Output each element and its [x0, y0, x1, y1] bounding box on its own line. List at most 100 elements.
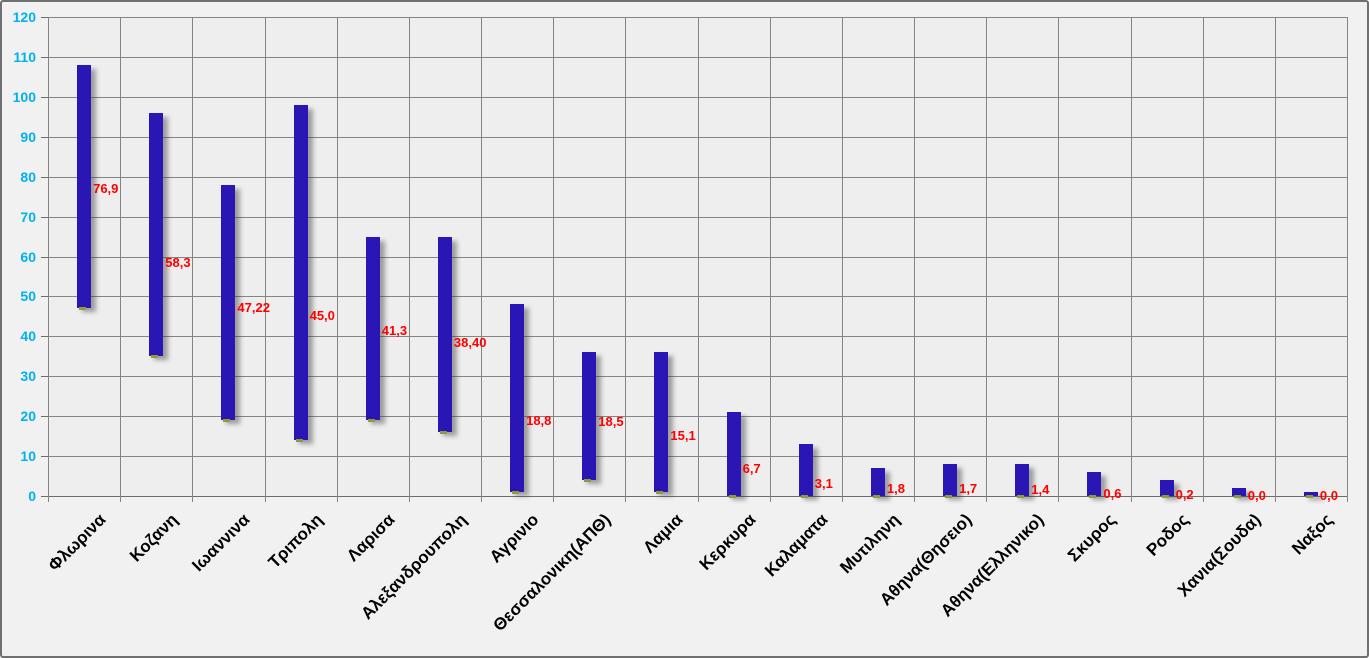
y-tick-label: 100: [12, 88, 36, 105]
min-marker: [945, 495, 953, 498]
y-tick-label: 20: [20, 408, 36, 425]
value-label: 0,0: [1247, 488, 1266, 503]
x-gridline: [408, 17, 410, 502]
value-label: 6,7: [742, 461, 761, 477]
value-label: 47,22: [237, 299, 270, 315]
range-bar: [77, 64, 92, 309]
x-gridline: [481, 17, 482, 502]
y-tick-label: 70: [20, 208, 36, 225]
value-label: 38,40: [453, 334, 487, 350]
value-label: 1,8: [886, 480, 905, 496]
value-label: 0,2: [1175, 487, 1194, 503]
min-marker: [800, 495, 808, 498]
y-tick-mark: [41, 216, 48, 218]
category-label: Ιωαννινα: [188, 510, 254, 576]
x-gridline: [1202, 17, 1204, 502]
value-label: 1,4: [1031, 482, 1050, 498]
category-label: Φλωρινα: [44, 510, 110, 575]
range-bar: [1015, 464, 1030, 496]
y-tick-mark: [41, 256, 48, 258]
min-marker: [295, 439, 303, 443]
value-label: 41,3: [381, 323, 408, 339]
range-bar: [1231, 488, 1246, 496]
x-gridline: [1347, 17, 1348, 502]
min-marker: [656, 491, 664, 494]
min-marker: [584, 479, 592, 482]
range-bar: [1159, 480, 1174, 496]
x-gridline: [914, 17, 915, 502]
category-label: Λαμια: [639, 510, 687, 557]
y-tick-label: 0: [28, 488, 36, 504]
range-bar: [654, 352, 669, 492]
x-gridline: [120, 17, 122, 502]
x-gridline: [336, 17, 338, 502]
category-label: Λαρισα: [342, 510, 399, 566]
value-label: 0,0: [1319, 488, 1338, 503]
value-label: 45,0: [309, 308, 335, 324]
min-marker: [728, 495, 736, 498]
min-marker: [367, 419, 375, 423]
value-label: 15,1: [670, 427, 696, 443]
y-tick-mark: [41, 96, 48, 98]
y-tick-label: 60: [20, 248, 36, 265]
y-tick-label: 40: [20, 328, 36, 345]
value-label: 0,6: [1103, 485, 1122, 501]
y-tick-label: 80: [20, 168, 36, 185]
y-tick-mark: [41, 496, 48, 497]
range-bar: [510, 304, 525, 492]
min-marker: [1305, 495, 1313, 498]
range-bar: [293, 104, 308, 441]
range-bar: [1303, 492, 1318, 496]
value-label: 58,3: [165, 255, 191, 271]
min-marker: [1089, 495, 1097, 498]
y-tick-mark: [41, 376, 48, 378]
min-marker: [79, 307, 87, 311]
y-tick-label: 110: [13, 48, 36, 65]
x-gridline: [553, 17, 555, 502]
y-tick-mark: [41, 336, 48, 338]
y-tick-mark: [41, 56, 48, 58]
y-tick-mark: [41, 296, 48, 298]
category-label: Ναξος: [1288, 510, 1337, 559]
y-tick-label: 120: [12, 9, 36, 25]
min-marker: [512, 491, 520, 494]
min-marker: [872, 495, 880, 498]
range-bar: [798, 444, 813, 496]
range-bar: [943, 464, 958, 496]
value-label: 3,1: [814, 475, 833, 491]
min-marker: [151, 355, 159, 359]
min-marker: [223, 419, 231, 423]
category-label: Κερκυρα: [695, 510, 760, 574]
y-tick-label: 90: [20, 128, 36, 145]
range-bar: [149, 112, 164, 357]
y-tick-label: 10: [20, 448, 36, 465]
x-gridline: [625, 17, 627, 502]
category-label: Καλαματα: [760, 510, 832, 581]
y-tick-mark: [41, 416, 48, 418]
y-tick-label: 30: [20, 368, 36, 385]
range-bar: [582, 352, 597, 480]
range-bar: [437, 236, 452, 433]
min-marker: [1233, 495, 1241, 498]
x-gridline: [697, 17, 699, 502]
min-marker: [1017, 495, 1025, 498]
category-label: Ροδος: [1142, 510, 1193, 560]
y-tick-mark: [41, 176, 48, 178]
category-label: Αγρινιο: [486, 510, 543, 567]
y-tick-mark: [41, 17, 48, 18]
value-label: 18,5: [598, 414, 624, 430]
range-bar: [221, 184, 236, 421]
category-label: Μυτιληνη: [836, 510, 904, 578]
x-gridline: [1274, 17, 1276, 502]
value-label: 1,7: [959, 481, 978, 497]
x-gridline: [264, 17, 266, 502]
range-bar: [726, 412, 741, 496]
x-gridline: [1058, 17, 1060, 502]
x-gridline: [769, 17, 771, 502]
range-bar: [870, 468, 885, 496]
y-tick-mark: [41, 456, 48, 458]
category-label: Τριπολη: [264, 510, 327, 572]
x-gridline: [1130, 17, 1132, 502]
range-bar: [1087, 472, 1102, 496]
